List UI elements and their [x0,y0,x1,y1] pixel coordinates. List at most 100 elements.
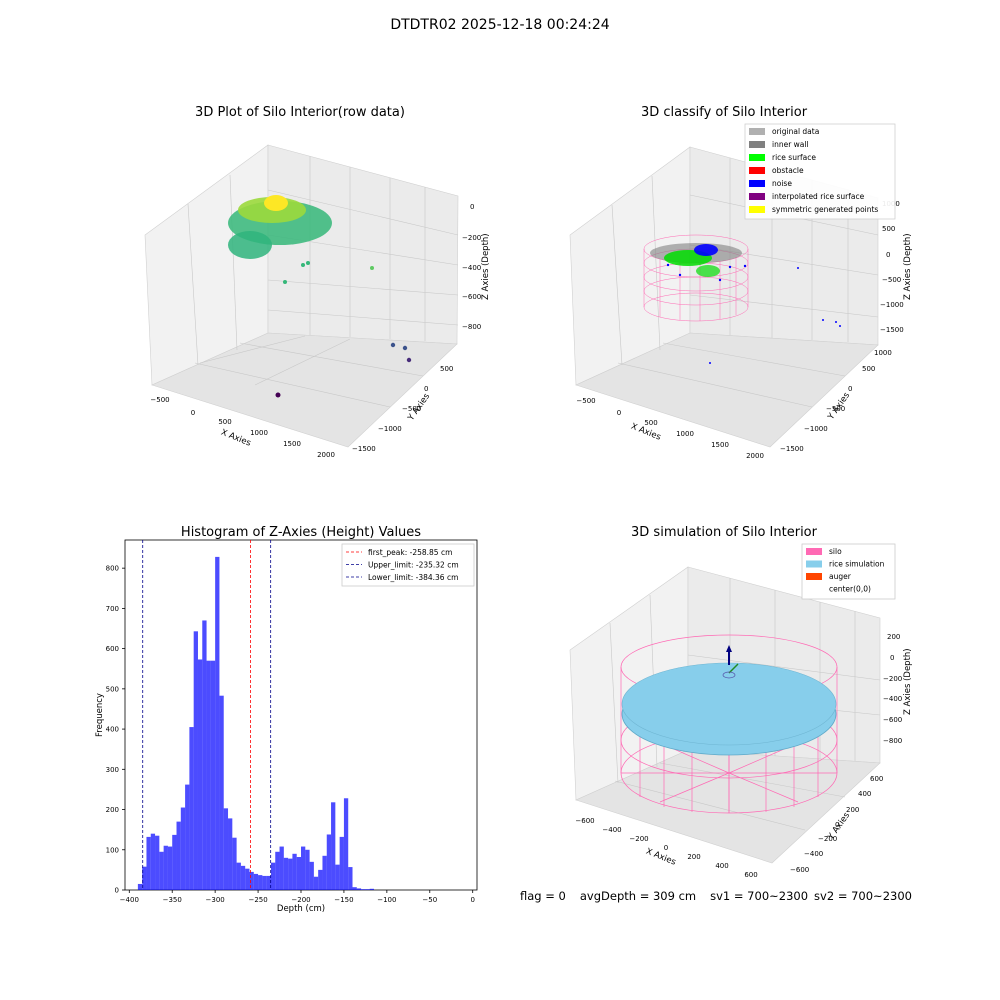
histogram-bar [172,834,177,890]
rice-simulation-surface [621,662,837,756]
histogram-bars [137,556,374,890]
x-axis: −400 −350 −300 −250 −200 −150 −100 −50 0 [120,890,475,904]
z-tick-label: −400 [462,264,481,272]
y-tick-label: 600 [106,645,119,653]
legend-swatch [749,128,765,135]
z-axis-label: Z Axies (Depth) [481,233,491,300]
histogram-bar [150,833,156,890]
histogram-bar [339,836,344,890]
y-tick-label: 800 [106,565,119,573]
y-tick-label: 0 [835,821,839,829]
histogram-bar [309,861,314,890]
x-tick-label: −200 [629,835,648,843]
z-tick-label: −800 [883,737,902,745]
x-tick-label: −500 [150,396,169,404]
y-tick-label: 300 [106,766,119,774]
histogram-bar [288,858,293,890]
x-tick-label: 2000 [317,451,335,459]
histogram-bar [365,889,370,890]
x-tick-label: −200 [291,896,310,904]
histogram-bar [206,660,211,890]
x-tick-label: −400 [120,896,139,904]
silo-wireframe [620,634,838,814]
legend: first_peak: -258.85 cm Upper_limit: -235.… [341,543,475,587]
reference-lines [142,540,272,890]
avg-depth-readout: avgDepth = 309 cm [579,889,697,903]
y-tick-label: 500 [862,365,875,373]
histogram-bar [262,875,267,890]
histogram-bar [232,837,237,890]
histogram-bar [270,862,276,890]
z-tick-label: −600 [462,293,481,301]
histogram-bar [292,853,297,890]
histogram-bar [146,836,151,890]
y-tick-label: −1500 [780,445,804,453]
histogram-bar [228,818,233,890]
x-axis-label: X Axies [644,847,677,868]
histogram-bar [197,659,203,890]
z-axis: 0 −200 −400 −600 −800 Z Axies (Depth) [462,203,491,331]
histogram-bar [180,807,186,890]
y-tick-label: 600 [870,775,883,783]
histogram-bar [137,883,143,890]
chart-title: 3D simulation of Silo Interior [631,525,818,540]
grid-lines [187,156,459,408]
legend-label: rice simulation [829,560,885,569]
y-axis-label: Frequency [95,693,105,737]
legend-label: symmetric generated points [772,205,878,214]
y-tick-label: 400 [106,726,119,734]
histogram-bar [215,556,220,890]
sv2-readout: sv2 = 700~2300 [814,889,912,903]
histogram-bar [210,660,216,890]
legend-swatch [749,206,765,213]
histogram-bar [236,862,241,890]
histogram-bar [275,851,280,890]
x-tick-label: −150 [334,896,353,904]
histogram-bar [318,869,323,890]
histogram-bar [245,868,250,890]
legend-label: silo [829,547,842,556]
histogram-bar [176,821,181,890]
x-tick-label: −300 [206,896,225,904]
classify-3d-plot: 3D classify of Silo Interior −500 [569,105,913,460]
legend-label: Lower_limit: -384.36 cm [368,573,458,582]
x-tick-label: 600 [744,871,757,879]
legend-label: Upper_limit: -235.32 cm [368,561,459,570]
histogram-bar [326,834,332,890]
legend-label: inner wall [772,140,809,149]
histogram-bar [352,887,357,890]
histogram-bar [189,727,194,890]
axes-panes [569,146,879,448]
x-tick-label: 1500 [283,440,301,448]
z-tick-label: 0 [886,251,890,259]
simulation-3d-plot: 3D simulation of Silo Interior −6 [569,525,913,879]
y-tick-label: 0 [424,385,428,393]
point-cloud [228,195,412,398]
z-tick-label: −1500 [880,326,904,334]
x-axis-label: Depth (cm) [277,904,325,914]
z-tick-label: 200 [887,633,900,641]
x-tick-label: −250 [248,896,267,904]
histogram-bar [279,846,284,890]
z-axis-label: Z Axies (Depth) [903,233,913,300]
chart-title: 3D classify of Silo Interior [641,105,808,120]
legend-label: noise [772,179,792,188]
y-tick-label: 0 [848,385,852,393]
histogram-bar [258,875,263,890]
y-tick-label: 1000 [874,349,892,357]
z-tick-label: −600 [883,716,902,724]
legend-swatch [806,560,822,568]
histogram-bar [266,875,271,890]
y-tick-label: 0 [115,887,119,895]
depth-histogram: Histogram of Z-Axies (Height) Values −40… [95,525,478,914]
y-tick-label: −1000 [804,425,828,433]
z-tick-label: −200 [883,675,902,683]
legend-label: obstacle [772,166,804,175]
histogram-bar [219,695,224,890]
histogram-bar [223,808,229,890]
x-tick-label: 0 [470,896,474,904]
sv1-readout: sv1 = 700~2300 [710,889,809,903]
y-tick-label: 500 [106,685,119,693]
flag-readout: flag = 0 [520,889,566,903]
histogram-bar [283,857,289,890]
